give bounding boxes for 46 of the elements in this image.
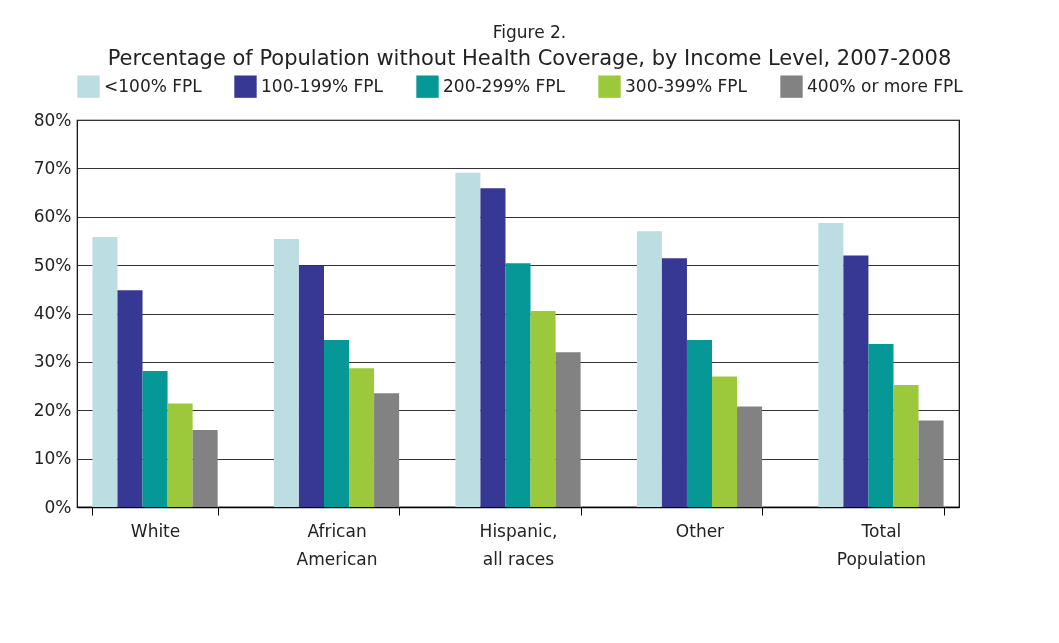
bar — [324, 340, 350, 507]
y-tick-label: 30% — [33, 351, 72, 372]
bar — [918, 420, 944, 507]
x-tick-label: Other — [675, 520, 725, 541]
y-tick-label: 50% — [33, 254, 72, 275]
y-tick-label: 20% — [33, 399, 72, 420]
bar — [686, 340, 712, 507]
x-tick-label: African American — [296, 520, 378, 569]
x-tick-label: White — [130, 520, 181, 541]
bar — [712, 376, 738, 507]
bar — [374, 393, 400, 507]
bar — [142, 371, 168, 507]
bar — [298, 266, 324, 507]
legend-label: 300-399% FPL — [625, 75, 748, 96]
x-tick-label: Total Population — [836, 520, 927, 569]
bar — [192, 430, 218, 507]
bar — [530, 311, 556, 507]
bar — [117, 290, 143, 507]
legend-label: 200-299% FPL — [443, 75, 566, 96]
y-tick-label: 0% — [44, 496, 72, 517]
bar — [843, 255, 869, 507]
bar — [167, 403, 193, 507]
bar — [818, 223, 844, 507]
bar — [455, 172, 481, 507]
bar — [349, 368, 375, 507]
y-tick-label: 40% — [33, 303, 72, 323]
bar — [893, 385, 919, 507]
y-tick-label: 80% — [33, 109, 72, 130]
y-tick-label: 60% — [33, 206, 72, 227]
chart-title: Percentage of Population without Health Coverage, by Income Level, 2007-2008 — [106, 46, 953, 70]
bar — [636, 231, 662, 507]
y-tick-label: 70% — [33, 157, 72, 178]
bar — [505, 263, 531, 507]
bar — [480, 188, 506, 507]
bar — [555, 352, 581, 507]
bar — [868, 343, 894, 507]
bar — [92, 237, 118, 507]
y-tick-label: 10% — [33, 448, 72, 469]
bar — [273, 239, 299, 507]
legend-label: 100-199% FPL — [261, 75, 384, 96]
bar — [737, 406, 763, 507]
bar — [661, 258, 687, 507]
chart-subtitle: Figure 2. — [491, 22, 568, 42]
legend-label: <100% FPL — [104, 75, 203, 96]
x-tick-label: Hispanic, all races — [479, 520, 558, 569]
legend-label: 400% or more FPL — [807, 75, 964, 96]
